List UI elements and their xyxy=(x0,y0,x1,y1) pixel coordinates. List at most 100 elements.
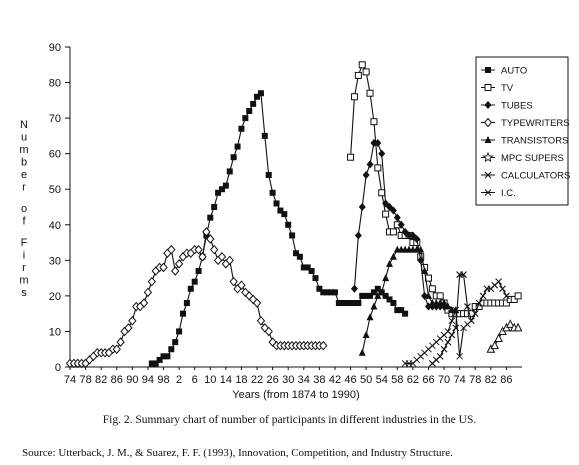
data-point xyxy=(436,352,444,360)
data-point xyxy=(148,360,155,367)
data-point xyxy=(444,338,452,346)
x-tick-label: 66 xyxy=(422,374,434,386)
data-point xyxy=(366,313,374,321)
data-point xyxy=(413,235,421,243)
data-point xyxy=(510,295,518,303)
data-point xyxy=(382,199,390,208)
data-point xyxy=(171,266,180,276)
series-tubes xyxy=(350,139,448,311)
data-point xyxy=(124,323,133,333)
data-point xyxy=(367,292,374,299)
data-point xyxy=(159,262,168,273)
x-tick-label: 62 xyxy=(407,374,419,386)
data-point xyxy=(300,264,307,271)
data-point xyxy=(328,289,335,296)
data-point xyxy=(347,300,354,306)
x-tick-label: 78 xyxy=(469,374,481,386)
data-point xyxy=(277,207,284,214)
data-point xyxy=(378,288,386,296)
data-point xyxy=(358,61,366,69)
data-point xyxy=(358,348,366,356)
data-point xyxy=(225,255,234,266)
data-point xyxy=(265,172,272,178)
data-point xyxy=(289,232,296,239)
series-i-c xyxy=(401,306,471,367)
data-point xyxy=(394,307,401,314)
data-point xyxy=(238,125,245,132)
series-line xyxy=(405,309,468,364)
data-point xyxy=(502,299,510,307)
x-tick-label: 54 xyxy=(376,374,388,386)
x-tick-label: 78 xyxy=(79,374,91,386)
data-point xyxy=(210,244,219,255)
data-point xyxy=(217,252,227,262)
figure-caption: Fig. 2. Summary chart of number of parti… xyxy=(102,414,477,426)
series-line xyxy=(151,92,406,364)
data-point xyxy=(378,149,386,158)
data-point xyxy=(264,326,273,337)
legend-label: TV xyxy=(501,83,514,94)
data-point xyxy=(374,285,381,292)
data-point xyxy=(191,278,198,285)
y-tick-label: 40 xyxy=(49,220,61,232)
data-point xyxy=(112,344,121,354)
data-point xyxy=(261,132,268,139)
legend-marker xyxy=(485,67,491,73)
legend-label: AUTO xyxy=(501,66,527,77)
data-point xyxy=(335,300,342,306)
x-tick-label: 70 xyxy=(438,374,450,386)
data-point xyxy=(195,268,202,274)
y-tick-label: 90 xyxy=(49,42,61,54)
legend-item: TUBES xyxy=(481,101,533,112)
data-point xyxy=(350,284,358,293)
data-point xyxy=(514,292,522,300)
data-point xyxy=(374,291,382,299)
data-point xyxy=(444,302,452,310)
legend-marker xyxy=(484,189,492,196)
x-tick-label: 58 xyxy=(391,374,403,386)
x-tick-label: 82 xyxy=(485,374,497,386)
x-tick-label: 74 xyxy=(454,374,466,386)
data-point xyxy=(339,300,346,306)
legend-item: MPC SUPERS xyxy=(481,151,564,164)
data-point xyxy=(183,300,190,306)
data-point xyxy=(366,89,374,97)
data-point xyxy=(362,171,370,179)
data-point xyxy=(362,68,370,76)
data-point xyxy=(436,292,444,300)
x-tick-label: 14 xyxy=(220,374,232,386)
data-point xyxy=(448,317,456,325)
data-point xyxy=(389,228,397,236)
data-point xyxy=(237,280,246,290)
legend-box xyxy=(475,56,569,206)
data-point xyxy=(398,307,405,314)
data-point xyxy=(354,71,362,79)
legend-label: I.C. xyxy=(501,188,516,199)
data-point xyxy=(350,93,358,101)
data-point xyxy=(370,118,378,126)
data-point xyxy=(242,115,249,122)
data-point xyxy=(254,93,261,100)
x-tick-label: 22 xyxy=(251,374,263,386)
y-tick-label: 10 xyxy=(49,326,61,338)
data-point xyxy=(273,200,280,207)
data-point xyxy=(194,244,203,255)
data-point xyxy=(246,108,253,114)
data-point xyxy=(428,285,436,293)
data-point xyxy=(503,292,510,300)
data-point xyxy=(456,353,463,360)
legend-marker xyxy=(484,84,492,91)
data-point xyxy=(382,274,390,282)
x-tick-label: 90 xyxy=(126,374,138,386)
data-point xyxy=(206,234,215,244)
data-point xyxy=(464,303,471,310)
legend-label: CALCULATORS xyxy=(501,171,570,182)
y-tick-label: 30 xyxy=(49,255,61,267)
data-point xyxy=(316,285,323,292)
data-point xyxy=(207,214,214,221)
data-point xyxy=(386,259,394,267)
data-point xyxy=(467,310,475,318)
x-tick-label: 18 xyxy=(235,374,247,386)
